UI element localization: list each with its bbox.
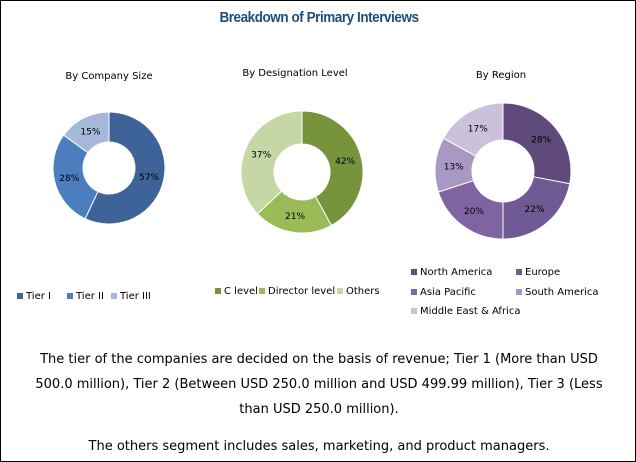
others-note: The others segment includes sales, marke…	[88, 439, 550, 454]
legend-item: North America	[411, 267, 492, 278]
legend-swatch	[411, 289, 417, 295]
data-label: 20%	[464, 207, 484, 217]
data-label: 17%	[468, 124, 488, 134]
donut-slice	[52, 134, 99, 220]
data-label: 42%	[335, 157, 355, 167]
legend-swatch	[17, 293, 23, 299]
legend-item: Director level	[259, 286, 335, 297]
legend-label: Europe	[525, 267, 561, 278]
donut-slice	[301, 110, 364, 227]
legend-swatch	[215, 288, 221, 294]
legend-label: Others	[346, 286, 380, 297]
legend-swatch	[67, 293, 73, 299]
legend-item: South America	[516, 287, 599, 298]
legend-label: Tier I	[26, 291, 51, 302]
legend-swatch	[411, 308, 417, 314]
donut-slice	[62, 111, 110, 154]
legend-item: Tier I	[17, 291, 51, 302]
chart-title: Breakdown of Primary Interviews	[219, 9, 419, 26]
donut-slice	[502, 102, 572, 185]
legend-label: Director level	[268, 286, 336, 297]
data-label: 22%	[525, 205, 545, 215]
data-label: 28%	[59, 174, 79, 184]
legend-swatch	[111, 293, 117, 299]
legend-item: Others	[337, 286, 380, 297]
legend-item: Asia Pacific	[411, 287, 476, 298]
donut-slice	[240, 110, 303, 215]
legend-item: Europe	[516, 267, 560, 278]
legend-swatch	[516, 289, 522, 295]
data-label: 28%	[531, 135, 551, 145]
data-label: 57%	[139, 173, 159, 183]
legend-label: Middle East & Africa	[420, 306, 521, 317]
legend-item: C level	[215, 286, 258, 297]
legend-label: North America	[420, 267, 493, 278]
data-label: 21%	[285, 212, 305, 222]
legend-label: Asia Pacific	[420, 287, 476, 298]
legend-label: C level	[224, 286, 258, 297]
legend-item: Middle East & Africa	[411, 306, 520, 317]
legend-item: Tier II	[67, 291, 104, 302]
legend-swatch	[516, 269, 522, 275]
donut-slice	[442, 102, 504, 157]
legend-label: South America	[525, 287, 599, 298]
data-label: 37%	[251, 150, 271, 160]
legend-label: Tier II	[76, 291, 104, 302]
tier-note: The tier of the companies are decided on…	[35, 352, 603, 417]
donut-slice	[84, 111, 166, 225]
designation-title: By Designation Level	[242, 68, 348, 79]
legend-swatch	[259, 288, 265, 294]
region-title: By Region	[475, 70, 527, 81]
legend-swatch	[411, 269, 417, 275]
data-label: 13%	[444, 162, 464, 172]
company-size-title: By Company Size	[65, 71, 153, 82]
legend-item: Tier III	[111, 291, 151, 302]
legend-swatch	[337, 288, 343, 294]
legend-label: Tier III	[120, 291, 151, 302]
data-label: 15%	[80, 127, 100, 137]
